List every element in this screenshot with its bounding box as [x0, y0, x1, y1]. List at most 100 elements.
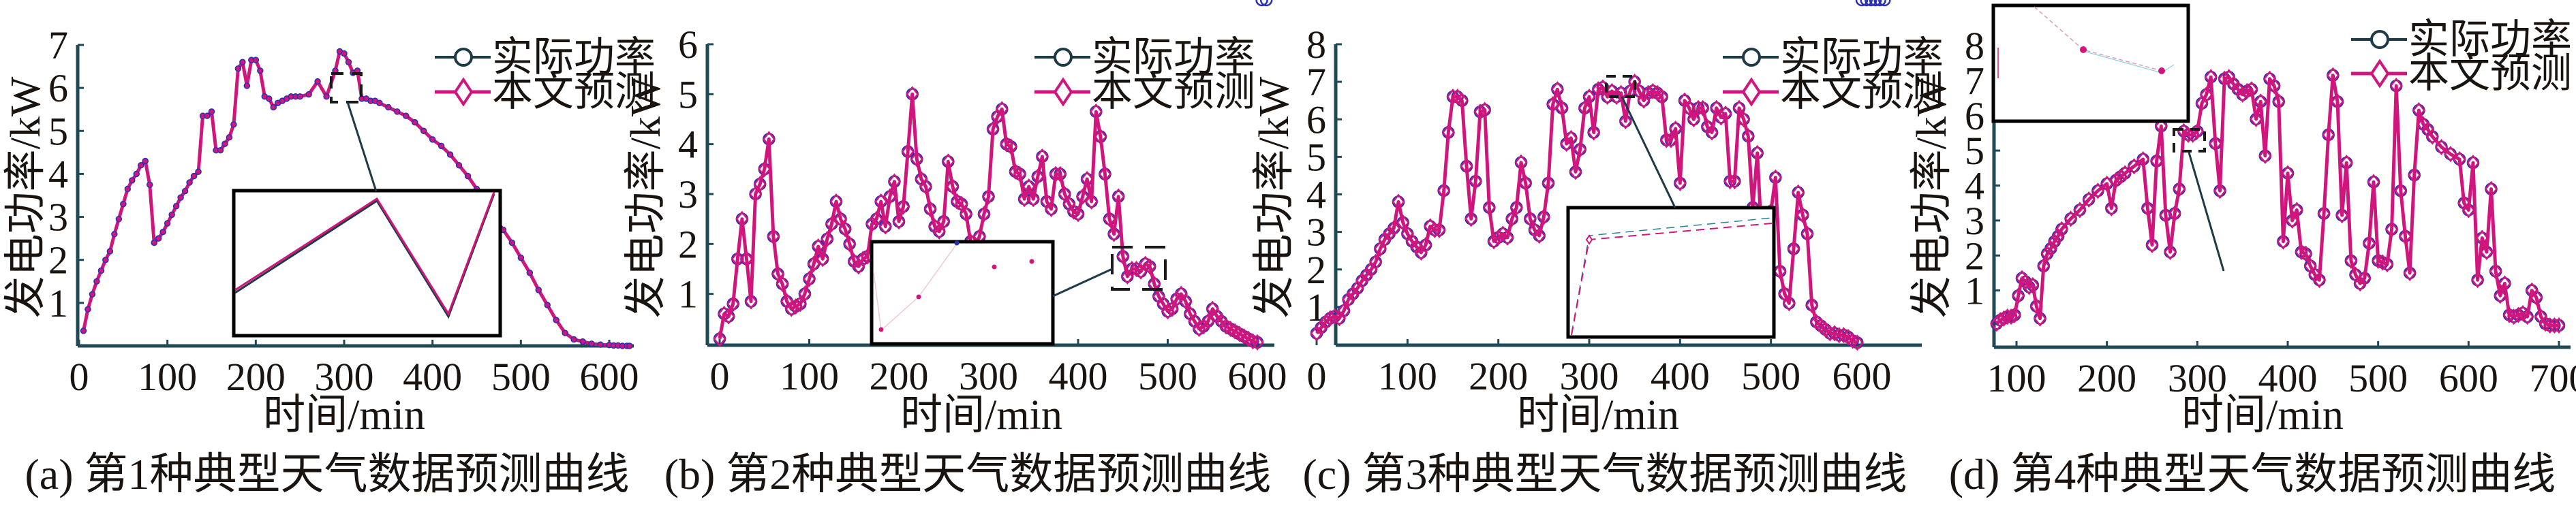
- predicted-point: [1542, 174, 1555, 191]
- data-point: [155, 235, 162, 242]
- predicted-point: [1482, 199, 1496, 216]
- actual-point: [1873, 0, 1886, 7]
- data-point: [464, 172, 472, 180]
- zoom-connector-c: [1621, 96, 1676, 208]
- y-axis-label-b: 发电功率/kW: [623, 76, 669, 318]
- predicted-point: [1396, 214, 1410, 231]
- predicted-point: [1342, 291, 1355, 308]
- predicted-point: [1197, 318, 1210, 335]
- y-tick-label: 1: [678, 272, 698, 317]
- inset-predicted-line-a: [234, 191, 495, 317]
- predicted-point: [722, 308, 735, 325]
- y-tick-label: 2: [48, 238, 68, 283]
- predicted-point: [2186, 127, 2200, 144]
- predicted-point: [887, 173, 902, 190]
- x-tick-label: 200: [870, 354, 929, 398]
- legend-actual-label-d: 实际功率: [2408, 17, 2572, 62]
- data-point: [239, 59, 246, 66]
- predicted-point: [1751, 144, 1764, 161]
- x-axis-label-b: 时间/min: [900, 392, 1062, 438]
- predicted-point: [1094, 128, 1107, 145]
- predicted-point: [2480, 244, 2494, 261]
- predicted-point: [2082, 191, 2096, 208]
- legend-actual-label-a: 实际功率: [492, 35, 656, 80]
- predicted-point: [2475, 229, 2489, 246]
- data-point: [305, 91, 312, 98]
- predicted-point: [2362, 235, 2376, 252]
- predicted-point: [1058, 185, 1071, 203]
- data-point: [221, 140, 228, 147]
- data-point: [93, 278, 100, 285]
- x-tick-label: 400: [403, 355, 462, 399]
- x-tick-label: 600: [1228, 354, 1287, 398]
- predicted-point: [2141, 199, 2154, 217]
- predicted-point: [1446, 89, 1460, 106]
- predicted-point: [1098, 165, 1112, 182]
- predicted-point: [1373, 240, 1387, 257]
- predicted-point: [2398, 227, 2412, 244]
- x-tick-label: 100: [780, 354, 839, 398]
- x-tick-label: 100: [138, 355, 197, 399]
- predicted-point: [2209, 135, 2222, 152]
- panel-b: 发电功率/kW 1 2 3 4 5 6 0 100 200 300 400 500 600 时间/mi…: [623, 0, 1287, 498]
- predicted-point: [1049, 165, 1062, 182]
- actual-point: [1259, 0, 1273, 7]
- predicted-point: [767, 228, 780, 245]
- data-point: [111, 231, 118, 238]
- data-point: [544, 302, 551, 308]
- predicted-point: [1107, 225, 1121, 242]
- predicted-point: [784, 300, 798, 317]
- predicted-point: [2403, 264, 2417, 281]
- predicted-point: [1165, 300, 1179, 317]
- zoom-box-b: [1111, 246, 1167, 291]
- predicted-point: [1251, 334, 1264, 351]
- predicted-point: [1655, 89, 1669, 106]
- data-point: [438, 142, 445, 150]
- data-point: [314, 78, 321, 85]
- predicted-point: [1642, 84, 1655, 101]
- predicted-point: [2281, 165, 2295, 182]
- predicted-point: [2466, 155, 2480, 172]
- data-point: [243, 82, 251, 89]
- predicted-point: [1017, 191, 1031, 208]
- predicted-point: [2286, 212, 2299, 229]
- inset-d: [1991, 3, 2190, 123]
- predicted-point: [1569, 163, 1582, 180]
- caption-a: (a) 第1种典型天气数据预测曲线: [25, 450, 629, 498]
- x-tick-label: 400: [2258, 356, 2318, 400]
- predicted-point: [802, 270, 816, 287]
- data-point: [296, 93, 303, 100]
- actual-point: [1255, 0, 1268, 7]
- data-point: [579, 338, 586, 345]
- caption-b: (b) 第2种典型天气数据预测曲线: [664, 450, 1272, 498]
- predicted-point: [1323, 310, 1337, 327]
- data-point: [208, 108, 215, 115]
- predicted-point: [1792, 184, 1805, 201]
- predicted-point: [2040, 245, 2054, 262]
- predicted-point: [1646, 82, 1659, 99]
- predicted-point: [1369, 253, 1383, 270]
- data-point: [420, 127, 427, 135]
- predicted-point: [1837, 327, 1850, 344]
- zoom-box-d: [2173, 128, 2206, 153]
- predicted-point: [883, 188, 897, 205]
- predicted-point: [1705, 124, 1719, 141]
- predicted-point: [2245, 81, 2258, 98]
- predicted-point: [735, 210, 749, 227]
- predicted-point: [2055, 221, 2068, 238]
- predicted-point: [1519, 174, 1533, 191]
- inset-b: [870, 240, 1055, 346]
- y-tick-label: 1: [48, 281, 68, 325]
- data-point: [394, 108, 401, 115]
- predicted-point: [1741, 128, 1755, 145]
- predicted-point: [1460, 158, 1473, 175]
- predicted-point: [1833, 327, 1846, 344]
- inset-marker-c: [1585, 234, 1593, 245]
- predicted-point: [2367, 174, 2380, 191]
- x-ticks-c: 0 100 200 300 400 500 600: [1307, 339, 1892, 398]
- predicted-point: [748, 185, 763, 203]
- predicted-point: [1846, 332, 1860, 349]
